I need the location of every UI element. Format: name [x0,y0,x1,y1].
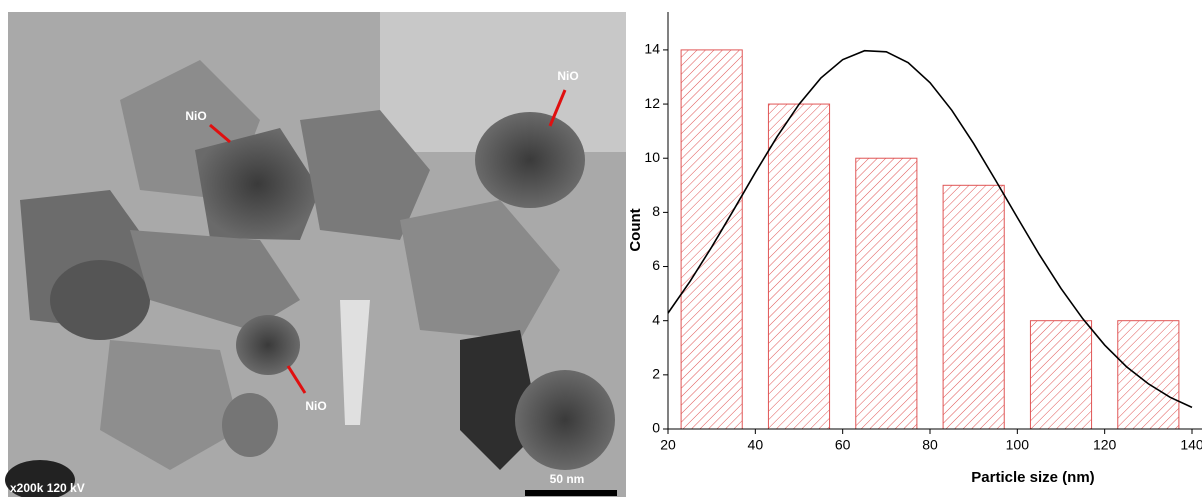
bar [855,157,918,430]
y-tick-label: 8 [652,203,660,219]
tem-info: x200k 120 kV [10,481,85,495]
x-axis-label: Particle size (nm) [971,469,1094,486]
bar [680,49,743,430]
x-tick-label: 40 [748,437,764,453]
y-tick-label: 10 [644,149,660,165]
scale-bar-label: 50 nm [550,472,585,486]
y-tick-label: 2 [652,366,660,382]
y-axis-label: Count [627,208,644,251]
fit-curve [667,49,1193,409]
x-tick-label: 100 [1006,437,1030,453]
bar [1029,320,1093,430]
y-tick-label: 4 [652,311,660,327]
tem-label: NiO [185,109,206,123]
x-tick-label: 80 [922,437,938,453]
tem-label: NiO [305,399,326,413]
y-tick-label: 12 [644,95,660,111]
tem-image [5,12,626,497]
x-tick-label: 60 [835,437,851,453]
bar [942,184,1005,430]
x-tick-label: 120 [1093,437,1117,453]
bar [767,103,831,430]
y-tick-label: 6 [652,257,660,273]
x-tick-label: 140 [1180,437,1202,453]
bar [1117,320,1180,430]
tem-label: NiO [557,69,578,83]
y-tick-label: 0 [652,420,660,436]
y-tick-label: 14 [644,41,660,57]
x-tick-label: 20 [660,437,676,453]
